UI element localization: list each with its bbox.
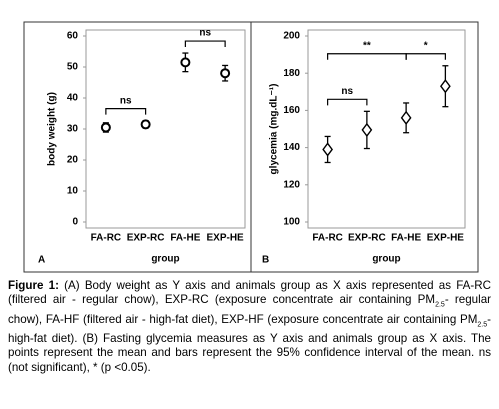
caption-subscript: 2.5 [477, 321, 488, 329]
caption-text: - regular chow), FA-HF (filtered air - h… [8, 293, 491, 326]
y-tick-label: 120 [283, 179, 300, 190]
significance-label: ns [341, 86, 353, 97]
y-tick-label: 100 [283, 217, 300, 228]
y-tick-label: 10 [67, 186, 79, 197]
marker [322, 142, 333, 157]
caption-text: - high-fat diet). (B) Fasting glycemia m… [8, 312, 491, 374]
x-axis-label: group [372, 254, 400, 265]
significance-label: ns [199, 28, 211, 39]
significance-label: ns [120, 95, 132, 106]
y-tick-label: 40 [67, 93, 79, 104]
significance-bracket [327, 98, 368, 106]
y-tick-label: 200 [283, 31, 300, 42]
marker [220, 68, 231, 79]
x-tick-label: FA-HE [170, 233, 200, 244]
panel-label: A [38, 255, 45, 266]
x-tick-label: EXP-HE [207, 233, 245, 244]
y-tick-label: 60 [67, 31, 79, 42]
caption-label: Figure 1: [8, 279, 59, 292]
x-tick-label: EXP-RC [348, 233, 386, 244]
y-axis-label: glycemia (mg.dL⁻¹) [269, 84, 280, 175]
significance-label: * [424, 40, 428, 51]
marker [440, 79, 451, 94]
significance-bracket [405, 53, 446, 60]
y-tick-label: 20 [67, 155, 79, 166]
caption: Figure 1: (A) Body weight as Y axis and … [8, 279, 491, 375]
x-tick-label: FA-RC [91, 233, 122, 244]
y-tick-label: 0 [72, 217, 78, 228]
y-tick-label: 140 [283, 142, 300, 153]
y-tick-label: 50 [67, 62, 79, 73]
x-tick-label: EXP-HE [427, 233, 465, 244]
marker [100, 122, 111, 133]
marker [361, 122, 373, 138]
marker [400, 110, 412, 126]
figure: 0 10 20 30 40 50 60 body weight (g) group A FA-RC E… [23, 21, 479, 273]
marker [140, 119, 151, 130]
y-axis-label: body weight (g) [47, 92, 58, 166]
y-tick-label: 160 [283, 105, 300, 116]
x-tick-label: FA-RC [312, 233, 343, 244]
x-tick-label: FA-HE [391, 233, 421, 244]
y-tick-label: 180 [283, 68, 300, 79]
panel-label: B [262, 255, 269, 266]
marker [180, 57, 191, 68]
plot-frame [307, 29, 466, 229]
significance-bracket [327, 53, 407, 60]
x-axis-label: group [151, 254, 179, 265]
caption-text: (A) Body weight as Y axis and animals gr… [8, 279, 492, 307]
significance-bracket [105, 108, 147, 115]
y-tick-label: 30 [67, 124, 79, 135]
significance-bracket [184, 40, 226, 48]
significance-label: ** [363, 40, 371, 51]
x-tick-label: EXP-RC [127, 233, 165, 244]
caption-subscript: 2.5 [435, 301, 445, 309]
